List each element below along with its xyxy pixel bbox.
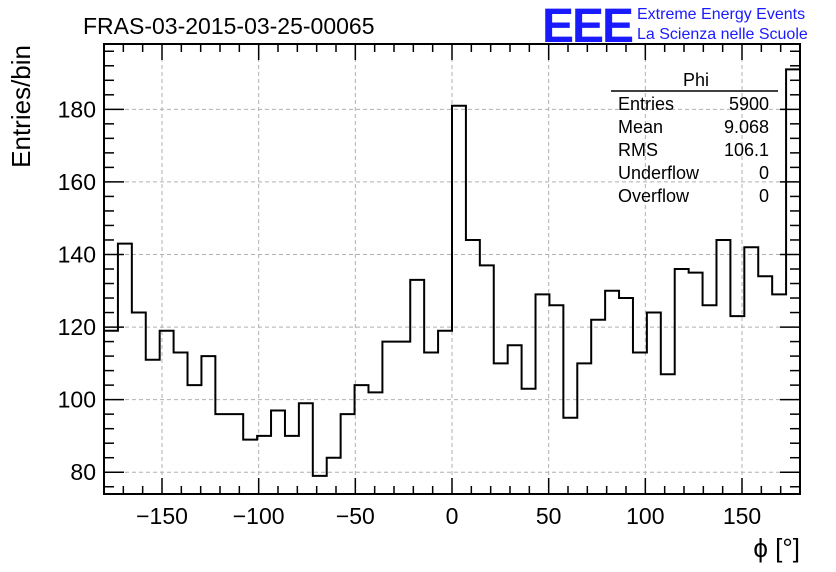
x-tick-label: 50 bbox=[536, 503, 562, 529]
histogram-bin bbox=[689, 273, 703, 494]
histogram-bin bbox=[452, 106, 466, 494]
histogram-bin bbox=[368, 392, 382, 494]
histogram-bin bbox=[536, 294, 550, 494]
histogram-bin bbox=[410, 280, 424, 494]
histogram-bin bbox=[229, 414, 243, 494]
histogram-bin bbox=[549, 305, 563, 494]
stats-label: Underflow bbox=[618, 163, 700, 183]
histogram-bin bbox=[104, 331, 118, 494]
histogram-bin bbox=[327, 458, 341, 494]
histogram-bin bbox=[730, 316, 744, 494]
histogram-bin bbox=[188, 385, 202, 494]
histogram-bin bbox=[285, 436, 299, 494]
histogram-bin bbox=[299, 403, 313, 494]
histogram-bin bbox=[647, 313, 661, 494]
histogram-bin bbox=[313, 476, 327, 494]
histogram-bin bbox=[675, 269, 689, 494]
x-tick-label: −50 bbox=[336, 503, 375, 529]
stats-title: Phi bbox=[683, 70, 709, 90]
x-tick-label: 0 bbox=[446, 503, 459, 529]
histogram-bin bbox=[271, 411, 285, 494]
histogram-bin bbox=[243, 440, 257, 494]
histogram-bin bbox=[118, 244, 132, 494]
stats-label: Mean bbox=[618, 117, 663, 137]
histogram-bin bbox=[201, 356, 215, 494]
y-axis-title: Entries/bin bbox=[6, 45, 36, 168]
stats-value: 9.068 bbox=[724, 117, 769, 137]
stats-value: 0 bbox=[759, 163, 769, 183]
histogram-bin bbox=[661, 374, 675, 494]
histogram-bin bbox=[132, 313, 146, 494]
stats-value: 5900 bbox=[729, 94, 769, 114]
stats-value: 0 bbox=[759, 186, 769, 206]
x-tick-label: −100 bbox=[233, 503, 285, 529]
x-tick-label: 100 bbox=[626, 503, 664, 529]
histogram-bin bbox=[174, 352, 188, 494]
stats-value: 106.1 bbox=[724, 140, 769, 160]
histogram-bin bbox=[577, 363, 591, 494]
histogram-bin bbox=[146, 360, 160, 494]
histogram-bin bbox=[605, 291, 619, 494]
histogram-bin bbox=[160, 331, 174, 494]
y-tick-label: 80 bbox=[70, 459, 96, 485]
y-tick-label: 160 bbox=[58, 169, 96, 195]
x-axis: −150 −100 −50 0 50 100 150 bbox=[103, 44, 801, 529]
histogram-bin bbox=[563, 418, 577, 494]
histogram-bin bbox=[382, 342, 396, 494]
histogram-bin bbox=[744, 247, 758, 494]
histogram-bin bbox=[758, 276, 772, 494]
histogram-bin bbox=[786, 69, 800, 494]
histogram-bin bbox=[396, 342, 410, 494]
histogram-bin bbox=[466, 240, 480, 494]
histogram-bin bbox=[619, 298, 633, 494]
stats-label: RMS bbox=[618, 140, 658, 160]
stats-label: Overflow bbox=[618, 186, 690, 206]
histogram-bin bbox=[522, 389, 536, 494]
histogram-bin bbox=[703, 305, 717, 494]
stats-label: Entries bbox=[618, 94, 674, 114]
y-tick-label: 180 bbox=[58, 96, 96, 122]
stats-rows: Entries 5900 Mean 9.068 RMS 106.1 Underflow 0 Ov… bbox=[618, 94, 769, 206]
histogram-bin bbox=[716, 240, 730, 494]
histogram-bin bbox=[355, 385, 369, 494]
histogram-bin bbox=[633, 352, 647, 494]
histogram-bin bbox=[494, 363, 508, 494]
y-axis: 80 100 120 140 160 180 bbox=[58, 50, 800, 488]
x-tick-label: −150 bbox=[136, 503, 188, 529]
logo-line-2: La Scienza nelle Scuole bbox=[637, 26, 808, 43]
histogram-bin bbox=[215, 414, 229, 494]
histogram-bin bbox=[591, 320, 605, 494]
eee-logo: EEE Extreme Energy Events La Scienza nel… bbox=[542, 0, 808, 53]
histogram-bin bbox=[508, 345, 522, 494]
x-axis-title: ϕ [°] bbox=[753, 533, 800, 563]
y-tick-label: 140 bbox=[58, 241, 96, 267]
y-tick-label: 100 bbox=[58, 387, 96, 413]
logo-line-1: Extreme Energy Events bbox=[637, 6, 805, 23]
histogram-bin bbox=[480, 265, 494, 494]
histogram-outline bbox=[103, 68, 801, 494]
x-tick-label: 150 bbox=[723, 503, 761, 529]
histogram-bin bbox=[424, 352, 438, 494]
histogram-bin bbox=[341, 414, 355, 494]
stats-box: Phi Entries 5900 Mean 9.068 RMS 106.1 Underflo… bbox=[611, 70, 778, 206]
histogram-bin bbox=[438, 331, 452, 494]
histogram-bin bbox=[772, 294, 786, 494]
chart-title: FRAS-03-2015-03-25-00065 bbox=[83, 13, 375, 39]
y-tick-label: 120 bbox=[58, 314, 96, 340]
